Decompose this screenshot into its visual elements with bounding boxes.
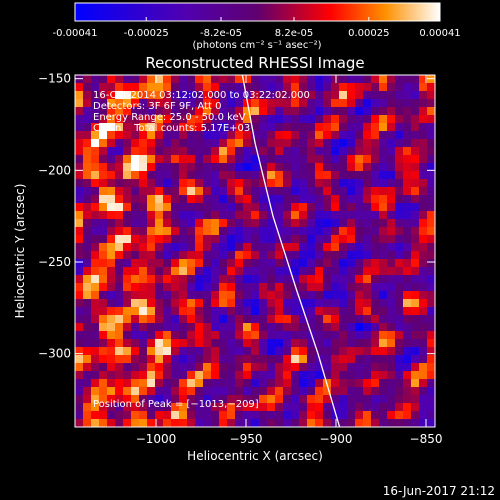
solar-limb-line xyxy=(241,75,341,427)
x-tick-label: −900 xyxy=(320,432,353,446)
y-axis-label: Heliocentric Y (arcsec) xyxy=(13,184,27,319)
colorbar xyxy=(74,2,441,22)
annotation-detectors: Detectors: 3F 6F 9F, Att 0 xyxy=(93,101,221,112)
colorbar-tick-label: 0.00025 xyxy=(348,28,389,39)
annotation-energy-range: Energy Range: 25.0 - 50.0 keV xyxy=(93,112,246,123)
colorbar-tick-label: 8.2e-05 xyxy=(275,28,313,39)
x-axis-ticks: −1000 −950 −900 −850 xyxy=(136,75,443,446)
colorbar-units: (photons cm⁻² s⁻¹ asec⁻²) xyxy=(192,40,321,51)
y-tick-label: −250 xyxy=(38,255,71,269)
y-axis-ticks: −150 −200 −250 −300 xyxy=(38,72,435,361)
footer-date: 16-Jun-2017 21:12 xyxy=(383,484,495,498)
colorbar-tick-label: -0.00025 xyxy=(124,28,169,39)
x-tick-label: −1000 xyxy=(136,432,177,446)
chart-title: Reconstructed RHESSI Image xyxy=(145,54,364,72)
colorbar-tick-label: -8.2e-05 xyxy=(200,28,242,39)
y-tick-label: −150 xyxy=(38,72,71,86)
x-tick-label: −950 xyxy=(230,432,263,446)
plot-frame xyxy=(74,74,436,428)
colorbar-tick-label: 0.00041 xyxy=(419,28,460,39)
y-tick-label: −300 xyxy=(38,347,71,361)
annotation-time-range: 16-Oct-2014 03:12:02.000 to 03:22:02.000 xyxy=(93,90,310,101)
x-axis-label: Heliocentric X (arcsec) xyxy=(187,449,323,463)
annotation-counts: Clean Total counts: 5.17E+03 xyxy=(93,123,250,134)
peak-position-label: Position of Peak = [−1013,−209] xyxy=(93,399,259,410)
x-tick-label: −850 xyxy=(410,432,443,446)
colorbar-tick-label: -0.00041 xyxy=(53,28,98,39)
colorbar-ticks: -0.00041 -0.00025 -8.2e-05 8.2e-05 0.00025 0.… xyxy=(53,17,461,39)
y-tick-label: −200 xyxy=(38,163,71,177)
